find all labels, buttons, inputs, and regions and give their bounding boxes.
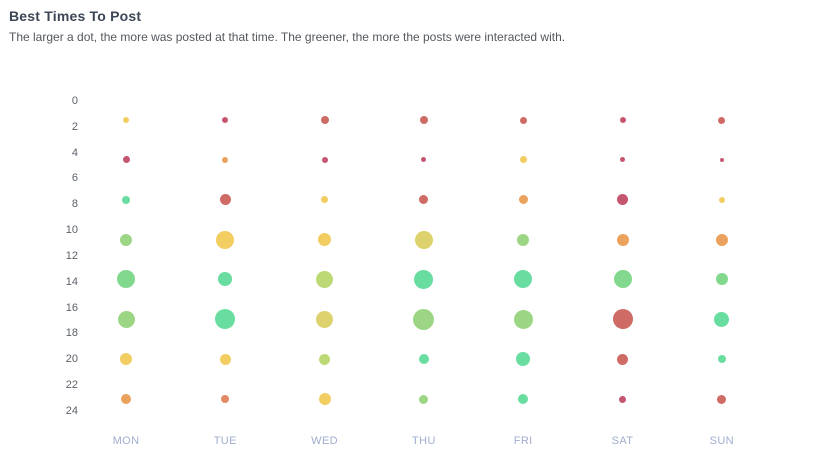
bubble-thu-7.5[interactable] — [419, 195, 429, 205]
bubble-fri-7.5[interactable] — [518, 195, 528, 205]
y-axis-tick-12: 12 — [65, 249, 78, 262]
x-axis-label-fri: FRI — [513, 435, 533, 447]
bubble-sat-13.5[interactable] — [613, 270, 632, 289]
bubble-sun-7.5[interactable] — [718, 196, 725, 203]
bubble-wed-10.5[interactable] — [318, 233, 332, 247]
y-axis-tick-0: 0 — [71, 95, 78, 107]
bubble-sat-19.5[interactable] — [617, 353, 628, 365]
bubble-tue-19.5[interactable] — [219, 353, 231, 365]
bubble-sat-16.5[interactable] — [612, 309, 633, 330]
bubble-tue-4.5[interactable] — [222, 156, 229, 163]
bubble-wed-22.5[interactable] — [318, 393, 331, 406]
bubble-fri-16.5[interactable] — [513, 309, 533, 329]
y-axis-tick-24: 24 — [65, 404, 78, 417]
bubble-thu-19.5[interactable] — [418, 354, 429, 365]
bubble-thu-1.5[interactable] — [419, 116, 428, 124]
bubble-sat-7.5[interactable] — [617, 194, 628, 206]
y-axis-tick-8: 8 — [71, 198, 78, 211]
y-axis-tick-6: 6 — [71, 172, 78, 185]
bubble-thu-4.5[interactable] — [421, 157, 427, 163]
x-axis-label-thu: THU — [411, 435, 436, 447]
bubble-wed-1.5[interactable] — [320, 116, 329, 124]
chart-subtitle: The larger a dot, the more was posted at… — [9, 30, 566, 44]
bubble-sat-4.5[interactable] — [620, 157, 625, 163]
y-axis-tick-2: 2 — [71, 120, 78, 133]
x-axis-label-sun: SUN — [709, 435, 735, 447]
bubble-wed-7.5[interactable] — [321, 196, 329, 204]
bubble-sat-1.5[interactable] — [619, 117, 626, 123]
bubble-tue-7.5[interactable] — [219, 194, 231, 206]
bubble-mon-19.5[interactable] — [120, 353, 132, 366]
bubble-sun-16.5[interactable] — [714, 311, 730, 327]
bubble-sun-10.5[interactable] — [715, 233, 728, 246]
bubble-fri-22.5[interactable] — [518, 394, 529, 405]
bubble-tue-10.5[interactable] — [216, 230, 235, 249]
y-axis-tick-10: 10 — [65, 224, 78, 237]
x-axis-label-mon: MON — [112, 435, 140, 447]
bubble-sun-13.5[interactable] — [715, 273, 728, 286]
bubble-sun-19.5[interactable] — [717, 355, 726, 364]
x-axis-label-wed: WED — [311, 435, 339, 447]
bubble-fri-10.5[interactable] — [517, 233, 530, 246]
bubble-sun-1.5[interactable] — [718, 116, 726, 124]
bubble-tue-13.5[interactable] — [218, 272, 233, 287]
bubble-fri-4.5[interactable] — [519, 156, 527, 164]
x-axis-label-sat: SAT — [611, 435, 634, 447]
bubble-sun-4.5[interactable] — [719, 157, 724, 162]
bubble-mon-10.5[interactable] — [120, 233, 132, 246]
bubble-sat-10.5[interactable] — [616, 233, 629, 246]
bubble-wed-19.5[interactable] — [319, 353, 331, 365]
bubble-mon-22.5[interactable] — [121, 394, 131, 405]
bubble-mon-4.5[interactable] — [122, 156, 130, 164]
y-axis-tick-18: 18 — [65, 327, 78, 340]
bubble-thu-16.5[interactable] — [413, 308, 435, 330]
bubble-tue-1.5[interactable] — [222, 117, 229, 123]
bubble-mon-16.5[interactable] — [117, 310, 135, 328]
bubble-mon-1.5[interactable] — [123, 117, 129, 123]
bubble-mon-7.5[interactable] — [122, 195, 130, 204]
y-axis-tick-16: 16 — [65, 301, 78, 314]
y-axis-tick-22: 22 — [65, 379, 78, 392]
bubble-fri-19.5[interactable] — [516, 352, 531, 367]
bubble-tue-16.5[interactable] — [215, 309, 236, 330]
bubble-wed-16.5[interactable] — [316, 310, 334, 328]
y-axis-tick-20: 20 — [65, 353, 78, 366]
bubble-wed-4.5[interactable] — [321, 156, 328, 163]
bubble-tue-22.5[interactable] — [221, 395, 230, 404]
chart-title: Best Times To Post — [9, 8, 142, 24]
bubble-mon-13.5[interactable] — [117, 270, 135, 289]
y-axis-tick-4: 4 — [71, 146, 78, 159]
x-axis-label-tue: TUE — [213, 435, 237, 447]
y-axis-tick-14: 14 — [65, 275, 78, 288]
bubble-thu-13.5[interactable] — [414, 269, 434, 289]
bubble-thu-10.5[interactable] — [414, 230, 433, 249]
bubble-wed-13.5[interactable] — [316, 270, 334, 288]
bubble-fri-1.5[interactable] — [519, 116, 527, 124]
bubble-sat-22.5[interactable] — [619, 395, 626, 403]
bubble-fri-13.5[interactable] — [514, 270, 533, 289]
bubble-thu-22.5[interactable] — [419, 394, 429, 404]
bubble-sun-22.5[interactable] — [717, 394, 727, 404]
